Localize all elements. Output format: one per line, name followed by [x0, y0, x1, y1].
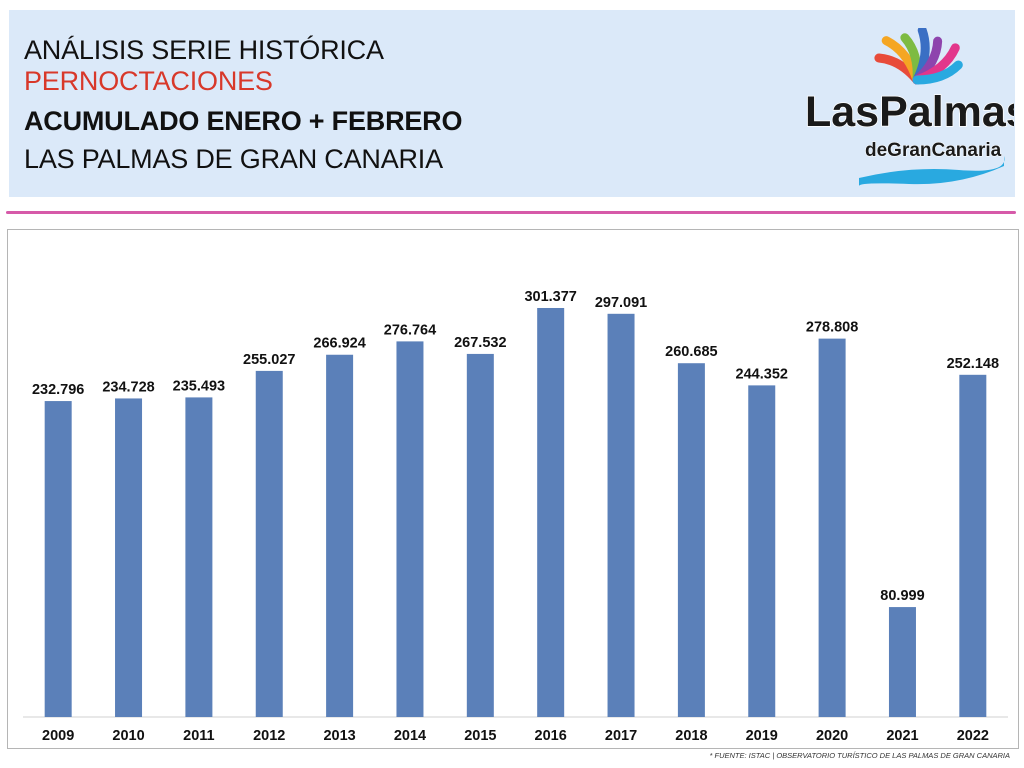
- data-label-2022: 252.148: [947, 356, 999, 372]
- divider-line: [6, 211, 1016, 214]
- x-tick-2018: 2018: [675, 728, 707, 744]
- source-note: * FUENTE: ISTAC | OBSERVATORIO TURÍSTICO…: [709, 751, 1010, 760]
- data-label-2021: 80.999: [880, 588, 924, 604]
- bar-2010: [115, 398, 143, 717]
- logo-text-sub: deGranCanaria: [865, 140, 1002, 161]
- header-panel: ANÁLISIS SERIE HISTÓRICA PERNOCTACIONES …: [9, 10, 1015, 197]
- data-label-2011: 235.493: [173, 378, 225, 394]
- bar-chart: 232.796 2009 234.728 2010 235.493 2011 255.027…: [23, 289, 1008, 744]
- logo-text-main: LasPalmas: [805, 88, 1014, 136]
- bar-2017: [607, 313, 635, 717]
- bar-2011: [185, 397, 213, 717]
- bar-2014: [396, 341, 424, 717]
- x-tick-2015: 2015: [464, 728, 496, 744]
- data-label-2019: 244.352: [736, 366, 788, 382]
- logo-palm-icon: [874, 28, 963, 85]
- logo-wave-icon: [859, 156, 1005, 186]
- title-metric: PERNOCTACIONES: [24, 66, 273, 96]
- x-tick-2013: 2013: [323, 728, 355, 744]
- x-tick-2010: 2010: [112, 728, 144, 744]
- x-tick-2019: 2019: [746, 728, 778, 744]
- data-label-2013: 266.924: [313, 336, 365, 352]
- bar-2013: [326, 354, 354, 717]
- x-tick-2022: 2022: [957, 728, 989, 744]
- data-label-2018: 260.685: [665, 344, 717, 360]
- x-tick-2017: 2017: [605, 728, 637, 744]
- x-tick-2009: 2009: [42, 728, 74, 744]
- bar-2021: [888, 607, 916, 717]
- data-label-2010: 234.728: [102, 379, 154, 395]
- bar-2020: [818, 338, 846, 717]
- bar-2018: [677, 363, 705, 717]
- logo-leaf: [912, 60, 963, 85]
- title-period: ACUMULADO ENERO + FEBRERO: [24, 106, 463, 136]
- data-label-2020: 278.808: [806, 320, 858, 336]
- bar-2012: [255, 370, 283, 717]
- title-analysis: ANÁLISIS SERIE HISTÓRICA: [24, 35, 384, 65]
- x-tick-2020: 2020: [816, 728, 848, 744]
- las-palmas-logo: LasPalmas deGranCanaria: [804, 28, 1014, 186]
- x-tick-2021: 2021: [886, 728, 918, 744]
- data-label-2017: 297.091: [595, 295, 647, 311]
- data-label-2015: 267.532: [454, 335, 506, 351]
- bar-2016: [537, 307, 565, 717]
- chart-frame: 232.796 2009 234.728 2010 235.493 2011 255.027…: [7, 229, 1019, 749]
- title-location: LAS PALMAS DE GRAN CANARIA: [24, 144, 443, 174]
- bar-2009: [44, 401, 72, 717]
- x-tick-2016: 2016: [535, 728, 567, 744]
- data-label-2009: 232.796: [32, 382, 84, 398]
- data-label-2014: 276.764: [384, 322, 436, 338]
- data-label-2012: 255.027: [243, 352, 295, 368]
- x-tick-2012: 2012: [253, 728, 285, 744]
- data-label-2016: 301.377: [524, 289, 576, 305]
- x-tick-2011: 2011: [183, 728, 214, 744]
- bar-2022: [959, 374, 987, 717]
- x-tick-2014: 2014: [394, 728, 426, 744]
- bar-2019: [748, 385, 776, 717]
- bar-2015: [466, 353, 494, 717]
